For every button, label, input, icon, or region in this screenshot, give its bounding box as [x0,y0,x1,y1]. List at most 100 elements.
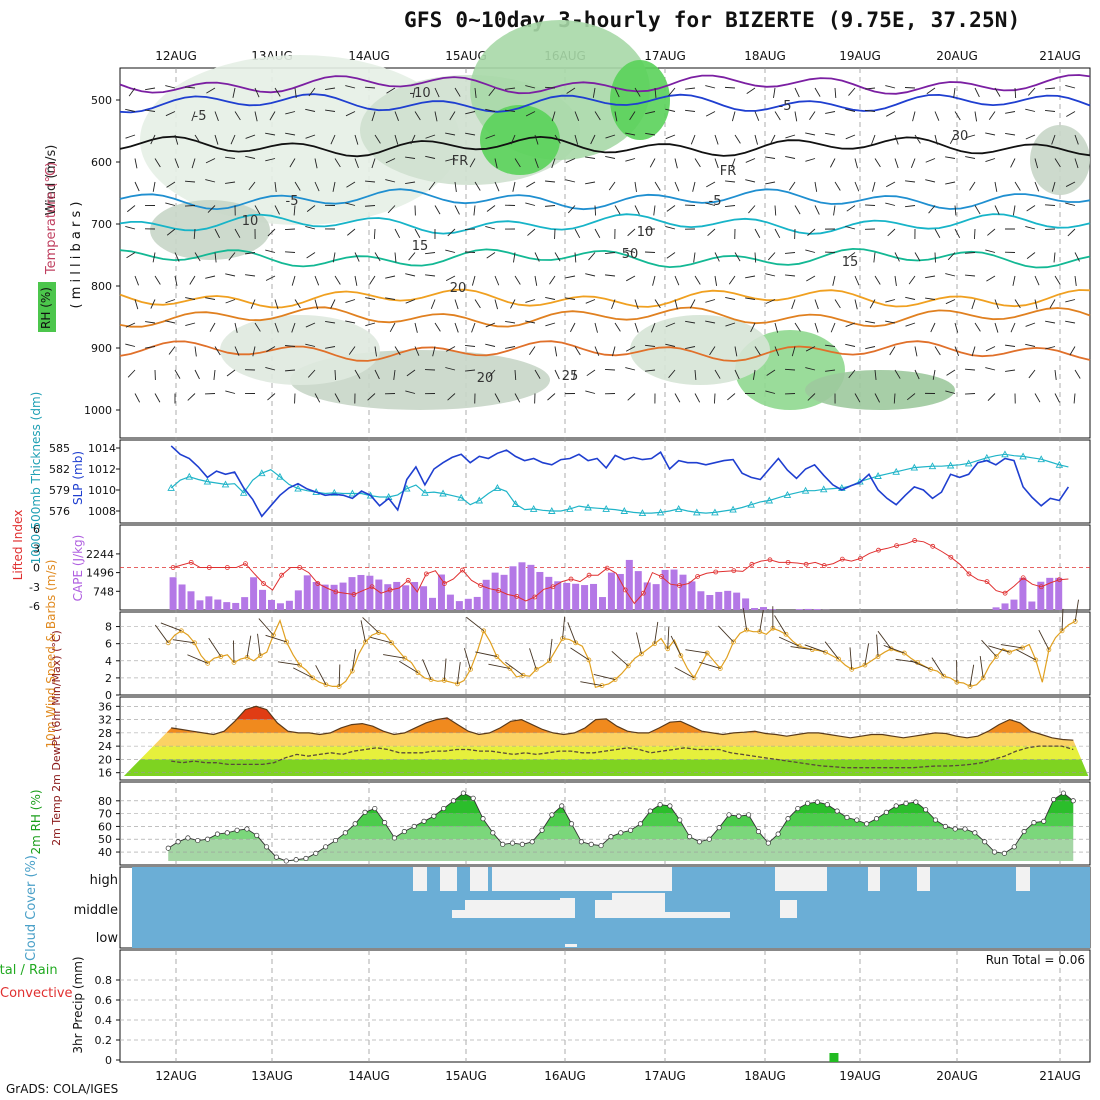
wind-barb [666,252,676,259]
wind-barb [652,275,656,286]
wind-barb [205,297,216,300]
wind-barb [165,111,176,117]
wind-barb [234,322,238,333]
wind-barb [225,299,236,304]
wind-barb [1065,85,1076,89]
wind-barb [774,322,779,333]
wind-barb [232,640,235,663]
cape-bar [813,609,821,610]
li-point [948,554,954,560]
cape-bar [724,590,732,610]
wind-barb [374,346,377,357]
wind-barb [545,180,556,183]
rh-point [342,830,348,836]
thickness-line [170,453,1069,514]
wind-barb [865,346,876,350]
wind-barb [586,369,596,377]
wind-barb [125,108,136,112]
cloud-high [868,867,880,891]
cape-bar [518,562,526,610]
cape-bar [1019,577,1027,610]
wind-barb [1065,320,1076,324]
wind-barb [347,228,356,236]
wind-barb [267,393,276,401]
wind-barb [194,369,200,380]
wind-barb [824,641,839,660]
wind-barb [725,205,736,207]
wind-barb [754,252,757,263]
wind-barb [785,134,796,139]
wind-barb [905,180,916,183]
wind-speed-point [691,675,697,681]
wind-barb [785,156,796,159]
wind-barb [385,179,396,183]
date-label-bottom: 13AUG [251,1069,293,1083]
upper-wind-barbs [125,85,1081,404]
wind-barb [193,228,196,240]
wind-barb [654,299,661,309]
wind-barb [825,344,836,347]
thickness-point [475,496,484,504]
wind-barb [905,322,916,327]
contour-label: 20 [477,371,494,386]
wind-barb [254,87,260,98]
wind-barb [614,205,621,215]
wind-barb [125,226,136,230]
wind-barb [405,299,416,304]
wind-barb [725,180,736,183]
slp-line [170,445,1070,518]
wind-barb [725,322,736,327]
wind-barb [1074,134,1079,145]
rh-point [854,817,860,823]
cape-bar [733,592,741,610]
precip-bar [829,1053,839,1062]
ytick-label: 16 [98,767,112,780]
li-point [333,589,339,595]
cape-bar [366,575,374,610]
wind-barb [534,134,539,145]
wind-barb [565,158,576,163]
wind-barb [585,390,596,394]
wind-barb [265,249,276,253]
wind-barb [513,252,516,263]
wind-barb [974,228,976,240]
wind-barb [754,346,761,356]
wind-barb [774,228,781,239]
li-point [441,581,447,586]
wind-barb [834,299,841,309]
wind-barb [565,179,576,183]
ytick-label-li: 3 [33,542,40,555]
wind-barb [945,390,956,394]
wind-barb [593,673,616,681]
cape-bar [1001,603,1009,610]
wind-speed-point [1007,649,1012,655]
wind-barb [314,275,320,286]
cape-bar [1037,581,1045,610]
wind-barb [494,299,498,310]
wind-barb [594,228,601,238]
wind-barb [209,322,216,332]
rh-point [982,839,988,845]
wind-barb [987,228,996,236]
wind-barb [230,134,236,145]
wind-barb [254,111,258,122]
isotherm-line [119,247,1091,269]
wind-barb [987,393,996,401]
thickness-point [548,507,556,514]
wind-barb [486,252,496,259]
li-point [423,571,429,577]
date-label-top: 12AUG [155,49,197,63]
wind-barb [765,390,776,394]
wind-barb [886,111,896,117]
wind-barb [654,621,659,644]
wind-barb [814,299,819,310]
cape-bar [563,582,571,610]
wind-barb [150,134,156,145]
thickness-point [439,489,447,497]
ylabel-millibars: ( m i l l i b a r s ) [69,202,84,309]
wind-speed-point [625,663,631,669]
wind-barb [360,620,366,643]
wind-barb [611,299,616,310]
cape-bar [1055,577,1063,610]
wind-barb [845,343,856,347]
